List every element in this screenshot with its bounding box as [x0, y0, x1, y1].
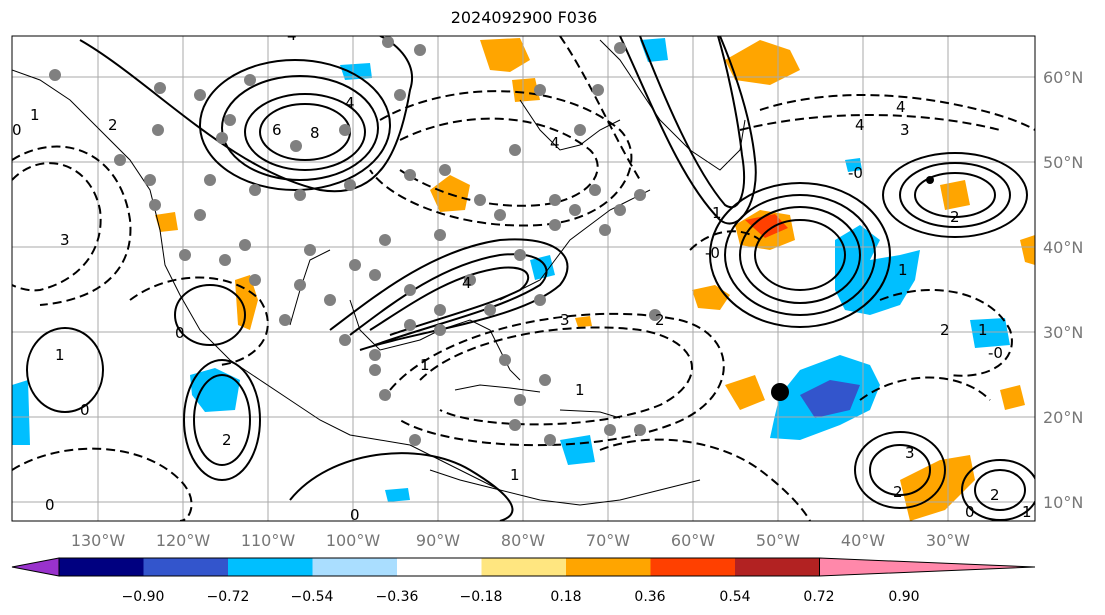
lat-label: 10°N — [1043, 493, 1083, 512]
contour-label: 4 — [855, 116, 865, 134]
contour-labels: 8 4 6 4 2 1 0 3 4 -0 1 2 3 4 2 1 0 2 3 4… — [12, 26, 1032, 524]
colorbar-segment — [228, 558, 313, 576]
colorbar-tick-label: −0.90 — [122, 589, 165, 605]
lon-label: 30°W — [926, 531, 970, 550]
contour-label: 2 — [108, 116, 118, 134]
contour-label: 6 — [272, 121, 282, 139]
lon-label: 100°W — [326, 531, 381, 550]
contour-label: -0 — [988, 344, 1003, 362]
contour-label: 1 — [575, 381, 585, 399]
shaded-field-negative — [12, 38, 1010, 502]
contour-label: 0 — [45, 496, 55, 514]
solid-contours — [26, 36, 1035, 521]
colorbar-tick-label: −0.36 — [376, 589, 419, 605]
contour-label: 1 — [55, 346, 65, 364]
observation-dots — [49, 36, 661, 446]
colorbar-tick-label: 0.54 — [719, 589, 750, 605]
colorbar-segment — [397, 558, 482, 576]
contour-label: 0 — [965, 503, 975, 521]
lon-label: 50°W — [756, 531, 800, 550]
colorbar-tick-label: 0.18 — [550, 589, 581, 605]
colorbar-tick-label: 0.36 — [634, 589, 665, 605]
contour-label: 1 — [420, 356, 430, 374]
map-title: 2024092900 F036 — [450, 8, 598, 27]
lon-label: 90°W — [416, 531, 460, 550]
dashed-contours — [12, 36, 1035, 521]
lon-label: 70°W — [586, 531, 630, 550]
lat-label: 40°N — [1043, 238, 1083, 257]
lon-label: 130°W — [71, 531, 126, 550]
contour-label: -0 — [705, 244, 720, 262]
lat-label: 20°N — [1043, 408, 1083, 427]
colorbar-segment — [650, 558, 735, 576]
map-frame — [11, 35, 1036, 522]
contour-label: -0 — [848, 164, 863, 182]
lon-label: 60°W — [671, 531, 715, 550]
contour-label: 0 — [350, 506, 360, 524]
lon-label: 110°W — [241, 531, 296, 550]
contour-label: 1 — [30, 106, 40, 124]
lat-label: 50°N — [1043, 153, 1083, 172]
latitude-labels: 60°N 50°N 40°N 30°N 20°N 10°N — [1043, 68, 1083, 512]
colorbar-tick-label: −0.72 — [207, 589, 250, 605]
lat-label: 30°N — [1043, 323, 1083, 342]
contour-label: 4 — [345, 94, 355, 112]
colorbar-extend-low — [11, 557, 60, 577]
contour-label: 2 — [655, 311, 665, 329]
contour-label: 4 — [896, 98, 906, 116]
longitude-labels: 130°W 120°W 110°W 100°W 90°W 80°W 70°W 6… — [71, 531, 970, 550]
contour-label: 2 — [950, 208, 960, 226]
map-area: 8 4 6 4 2 1 0 3 4 -0 1 2 3 4 2 1 0 2 3 4… — [12, 26, 1035, 524]
lon-label: 120°W — [156, 531, 211, 550]
contour-label: 4 — [550, 134, 560, 152]
colorbar-tick-label: −0.54 — [291, 589, 334, 605]
contour-label: 3 — [60, 231, 70, 249]
colorbar-frame — [58, 557, 820, 577]
contour-label: 3 — [560, 311, 570, 329]
contour-label: 2 — [990, 486, 1000, 504]
contour-label: 1 — [978, 321, 988, 339]
contour-label: 1 — [510, 466, 520, 484]
contour-label: 8 — [310, 124, 320, 142]
colorbar-segment — [143, 558, 228, 576]
storm-center-marker — [771, 383, 789, 401]
lon-label: 80°W — [501, 531, 545, 550]
contour-label: 2 — [940, 321, 950, 339]
contour-label: 0 — [12, 121, 22, 139]
lon-label: 40°W — [841, 531, 885, 550]
colorbar-tick-label: −0.18 — [460, 589, 503, 605]
colorbar-segment — [59, 558, 144, 576]
colorbar-segment — [735, 558, 820, 576]
small-marker — [926, 176, 934, 184]
lat-label: 60°N — [1043, 68, 1083, 87]
contour-label: 4 — [462, 274, 472, 292]
colorbar-segment — [566, 558, 651, 576]
colorbar-segment — [312, 558, 397, 576]
colorbar-extend-high — [819, 557, 1036, 577]
contour-label: 1 — [1022, 503, 1032, 521]
contour-label: 4 — [287, 26, 297, 44]
contour-label: 2 — [893, 483, 903, 501]
colorbar-segment — [481, 558, 566, 576]
contour-label: 3 — [905, 444, 915, 462]
contour-label: 1 — [898, 261, 908, 279]
colorbar-tick-label: 0.90 — [888, 589, 919, 605]
colorbar-tick-labels: −0.90 −0.72 −0.54 −0.36 −0.18 0.18 0.36 … — [122, 589, 920, 605]
contour-label: 1 — [712, 204, 722, 222]
contour-label: 3 — [900, 121, 910, 139]
colorbar: −0.90 −0.72 −0.54 −0.36 −0.18 0.18 0.36 … — [11, 557, 1036, 605]
shaded-field-positive — [155, 38, 1035, 521]
contour-label: 0 — [80, 401, 90, 419]
contour-label: 2 — [222, 431, 232, 449]
colorbar-segments — [11, 557, 1036, 577]
contour-label: 0 — [175, 324, 185, 342]
colorbar-tick-label: 0.72 — [803, 589, 834, 605]
